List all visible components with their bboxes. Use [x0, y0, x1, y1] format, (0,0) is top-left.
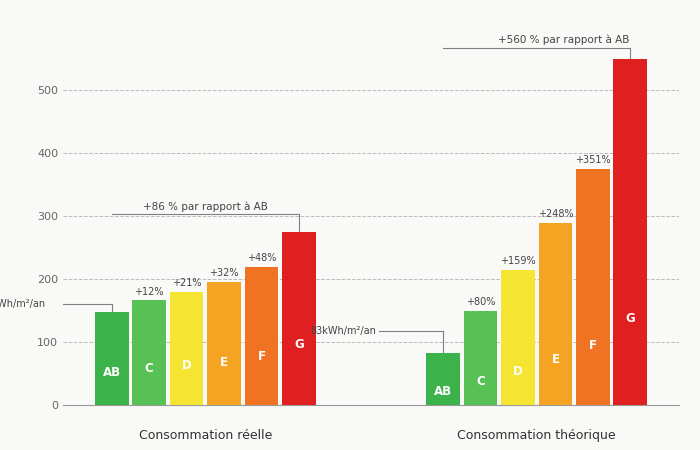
Text: +159%: +159%	[500, 256, 536, 266]
Text: AB: AB	[434, 386, 452, 398]
Text: G: G	[626, 312, 635, 325]
Text: C: C	[476, 375, 485, 388]
Text: +48%: +48%	[246, 253, 276, 263]
Bar	[282, 232, 316, 405]
Bar	[244, 267, 278, 405]
Text: F: F	[258, 350, 265, 363]
Text: +351%: +351%	[575, 155, 610, 165]
Text: +32%: +32%	[209, 268, 239, 279]
Text: +86 % par rapport à AB: +86 % par rapport à AB	[143, 201, 267, 212]
Bar	[169, 292, 204, 405]
Text: Consommation théorique: Consommation théorique	[458, 429, 616, 442]
Text: +560 % par rapport à AB: +560 % par rapport à AB	[498, 35, 629, 45]
Bar	[501, 270, 535, 405]
Bar	[464, 311, 498, 405]
Text: Consommation réelle: Consommation réelle	[139, 429, 272, 442]
Bar	[538, 223, 573, 405]
Text: E: E	[552, 353, 559, 366]
Text: +21%: +21%	[172, 279, 202, 288]
Text: D: D	[513, 364, 523, 378]
Text: 148 kWh/m²/an: 148 kWh/m²/an	[0, 299, 45, 309]
Text: +12%: +12%	[134, 287, 164, 297]
Text: C: C	[145, 362, 153, 375]
Text: 83kWh/m²/an: 83kWh/m²/an	[311, 326, 377, 336]
Text: F: F	[589, 339, 597, 352]
Bar	[132, 301, 166, 405]
Bar	[613, 59, 648, 405]
Bar	[207, 282, 241, 405]
Text: +248%: +248%	[538, 209, 573, 219]
Bar	[576, 169, 610, 405]
Text: AB: AB	[103, 366, 120, 379]
Text: D: D	[181, 359, 191, 372]
Text: G: G	[294, 338, 304, 351]
Text: +80%: +80%	[466, 297, 496, 307]
Bar	[426, 353, 460, 405]
Text: E: E	[220, 356, 228, 369]
Bar	[94, 312, 129, 405]
